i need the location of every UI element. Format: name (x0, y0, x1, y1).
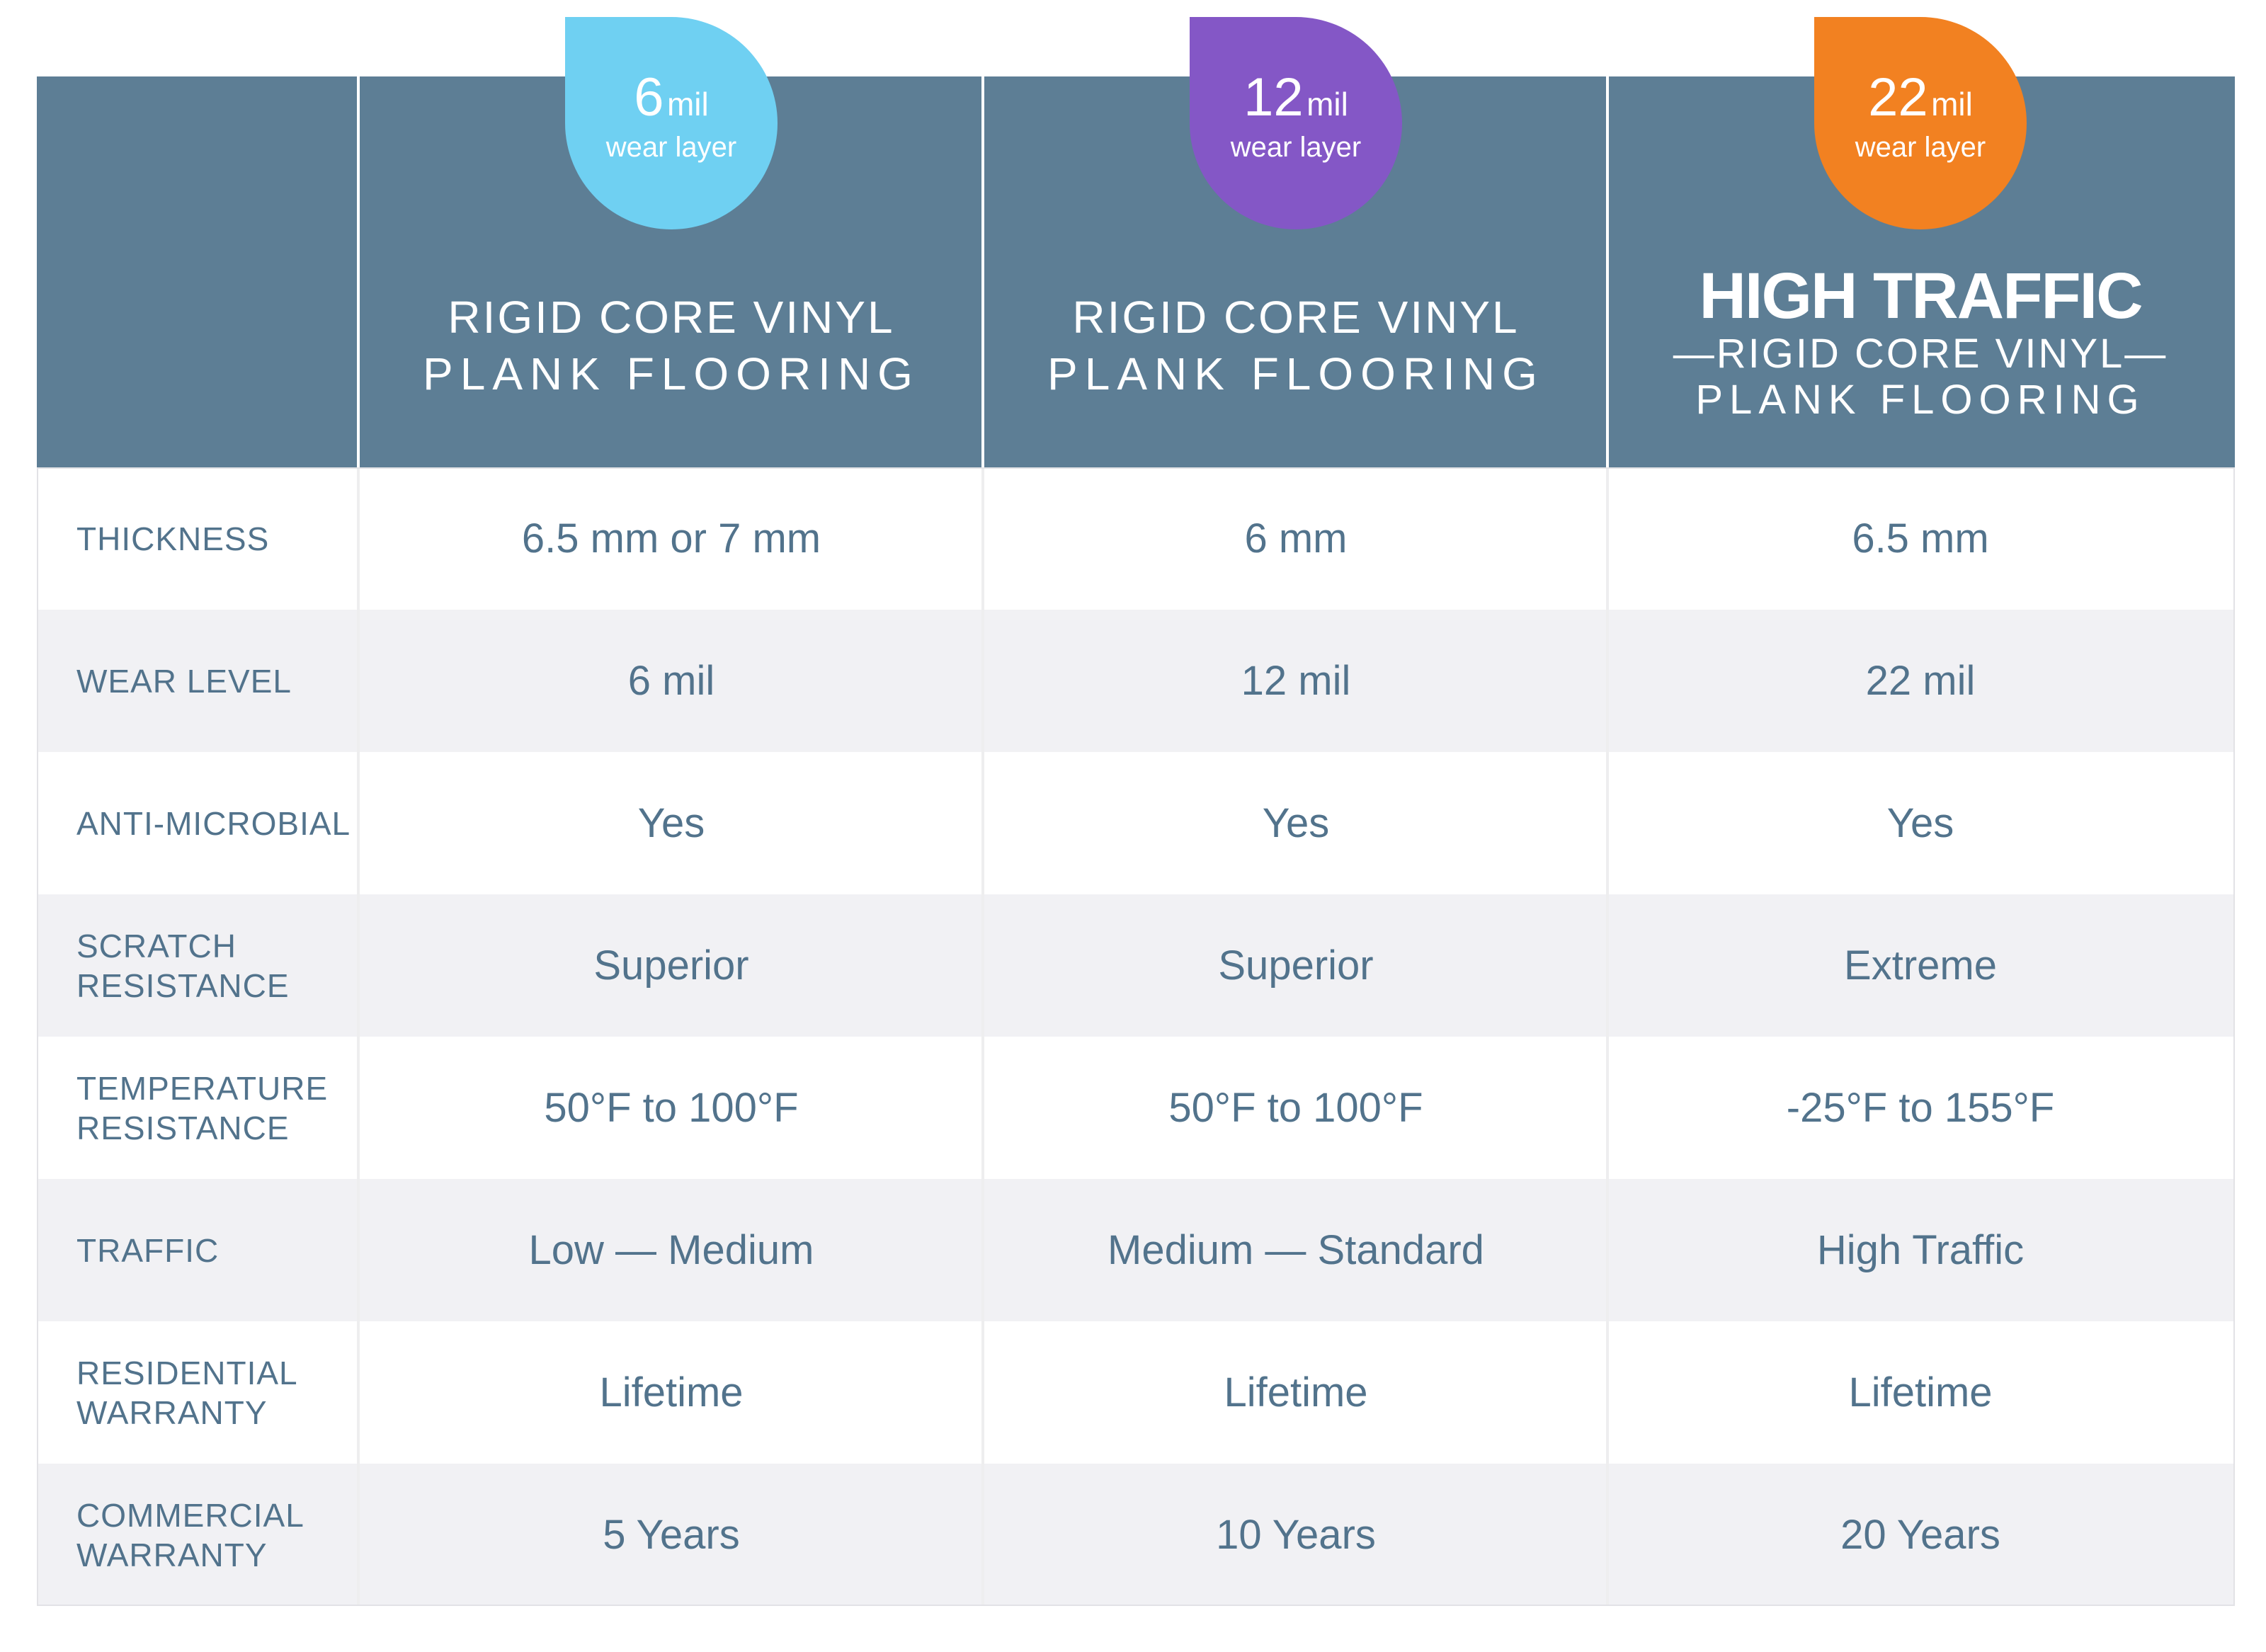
table-row-scratch-resistance: SCRATCH RESISTANCE Superior Superior Ext… (37, 894, 2235, 1037)
table-cell: Superior (1218, 942, 1374, 989)
column-divider (357, 467, 360, 1606)
table-cell: Superior (593, 942, 749, 989)
row-label: SCRATCH RESISTANCE (76, 927, 290, 1004)
table-cell: 10 Years (1216, 1512, 1376, 1558)
table-row-wear-level: WEAR LEVEL 6 mil 12 mil 22 mil (37, 610, 2235, 752)
header-divider (1606, 76, 1609, 467)
row-label: WEAR LEVEL (76, 662, 292, 700)
table-row-commercial-warranty: COMMERCIAL WARRANTY 5 Years 10 Years 20 … (37, 1464, 2235, 1606)
table-row-thickness: THICKNESS 6.5 mm or 7 mm 6 mm 6.5 mm (37, 467, 2235, 610)
table-cell: High Traffic (1816, 1227, 2025, 1273)
table-cell: 6 mm (1244, 515, 1348, 562)
row-label: TRAFFIC (76, 1231, 220, 1269)
wear-layer-badge-6: 6 mil wear layer (565, 17, 778, 229)
column-divider (1606, 467, 1609, 1606)
table-cell: Yes (637, 800, 705, 846)
comparison-table: RIGID CORE VINYL PLANK FLOORING RIGID CO… (37, 17, 2235, 1606)
table-cell: Lifetime (599, 1369, 744, 1415)
table-cell: 12 mil (1241, 658, 1351, 704)
table-cell: 50°F to 100°F (1168, 1085, 1423, 1131)
column-divider (981, 467, 984, 1606)
table-cell: 6.5 mm or 7 mm (521, 515, 821, 562)
row-label: THICKNESS (76, 520, 270, 557)
column-title-22-mil: HIGH TRAFFIC —RIGID CORE VINYL— PLANK FL… (1673, 260, 2168, 423)
table-cell: Low — Medium (528, 1227, 814, 1273)
table-cell: Medium — Standard (1108, 1227, 1484, 1273)
header-divider (981, 76, 984, 467)
table-row-traffic: TRAFFIC Low — Medium Medium — Standard H… (37, 1179, 2235, 1321)
column-title-6-mil: RIGID CORE VINYL PLANK FLOORING (423, 292, 920, 399)
table-cell: 5 Years (603, 1512, 740, 1558)
table-cell: 22 mil (1865, 658, 1976, 704)
row-label: RESIDENTIAL WARRANTY (76, 1354, 298, 1431)
table-row-anti-microbial: ANTI-MICROBIAL Yes Yes Yes (37, 752, 2235, 894)
row-label: ANTI-MICROBIAL (76, 804, 351, 842)
table-cell: Yes (1886, 800, 1954, 846)
wear-layer-badge-22: 22 mil wear layer (1814, 17, 2027, 229)
row-label: TEMPERATURE RESISTANCE (76, 1069, 329, 1146)
table-row-residential-warranty: RESIDENTIAL WARRANTY Lifetime Lifetime L… (37, 1321, 2235, 1464)
table-cell: Extreme (1844, 942, 1997, 989)
column-title-12-mil: RIGID CORE VINYL PLANK FLOORING (1047, 292, 1544, 399)
header-divider (357, 76, 360, 467)
table-body: THICKNESS 6.5 mm or 7 mm 6 mm 6.5 mm WEA… (37, 467, 2235, 1606)
table-cell: 6.5 mm (1852, 515, 1989, 562)
table-cell: Lifetime (1848, 1369, 1993, 1415)
table-cell: Yes (1262, 800, 1330, 846)
table-cell: -25°F to 155°F (1786, 1085, 2055, 1131)
wear-layer-badge-12: 12 mil wear layer (1190, 17, 1402, 229)
table-row-temperature-resistance: TEMPERATURE RESISTANCE 50°F to 100°F 50°… (37, 1037, 2235, 1179)
row-label: COMMERCIAL WARRANTY (76, 1496, 304, 1573)
table-cell: 50°F to 100°F (544, 1085, 799, 1131)
table-cell: 20 Years (1840, 1512, 2000, 1558)
table-cell: Lifetime (1224, 1369, 1368, 1415)
table-cell: 6 mil (627, 658, 715, 704)
